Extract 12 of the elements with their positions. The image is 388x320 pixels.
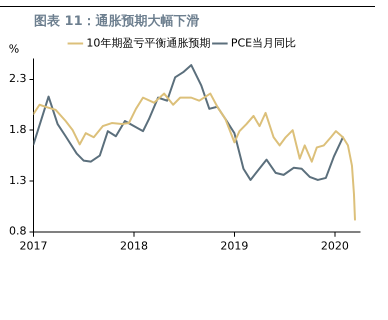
legend-label: 10年期盈亏平衡通胀预期: [86, 36, 210, 50]
y-axis-title: %: [8, 42, 20, 56]
legend-label: PCE当月同比: [230, 36, 296, 50]
x-tick-label: 2017: [19, 239, 48, 252]
x-tick-label: 2019: [220, 239, 248, 252]
y-tick-label: 0.8: [8, 224, 26, 238]
y-tick-label: 1.3: [8, 174, 26, 187]
chart-title: 图表 11：通胀预期大幅下滑: [34, 13, 200, 30]
y-tick-label: 2.3: [8, 72, 26, 86]
x-tick-label: 2020: [320, 239, 349, 252]
x-tick-label: 2018: [120, 239, 148, 252]
y-tick-label: 1.8: [8, 123, 26, 136]
